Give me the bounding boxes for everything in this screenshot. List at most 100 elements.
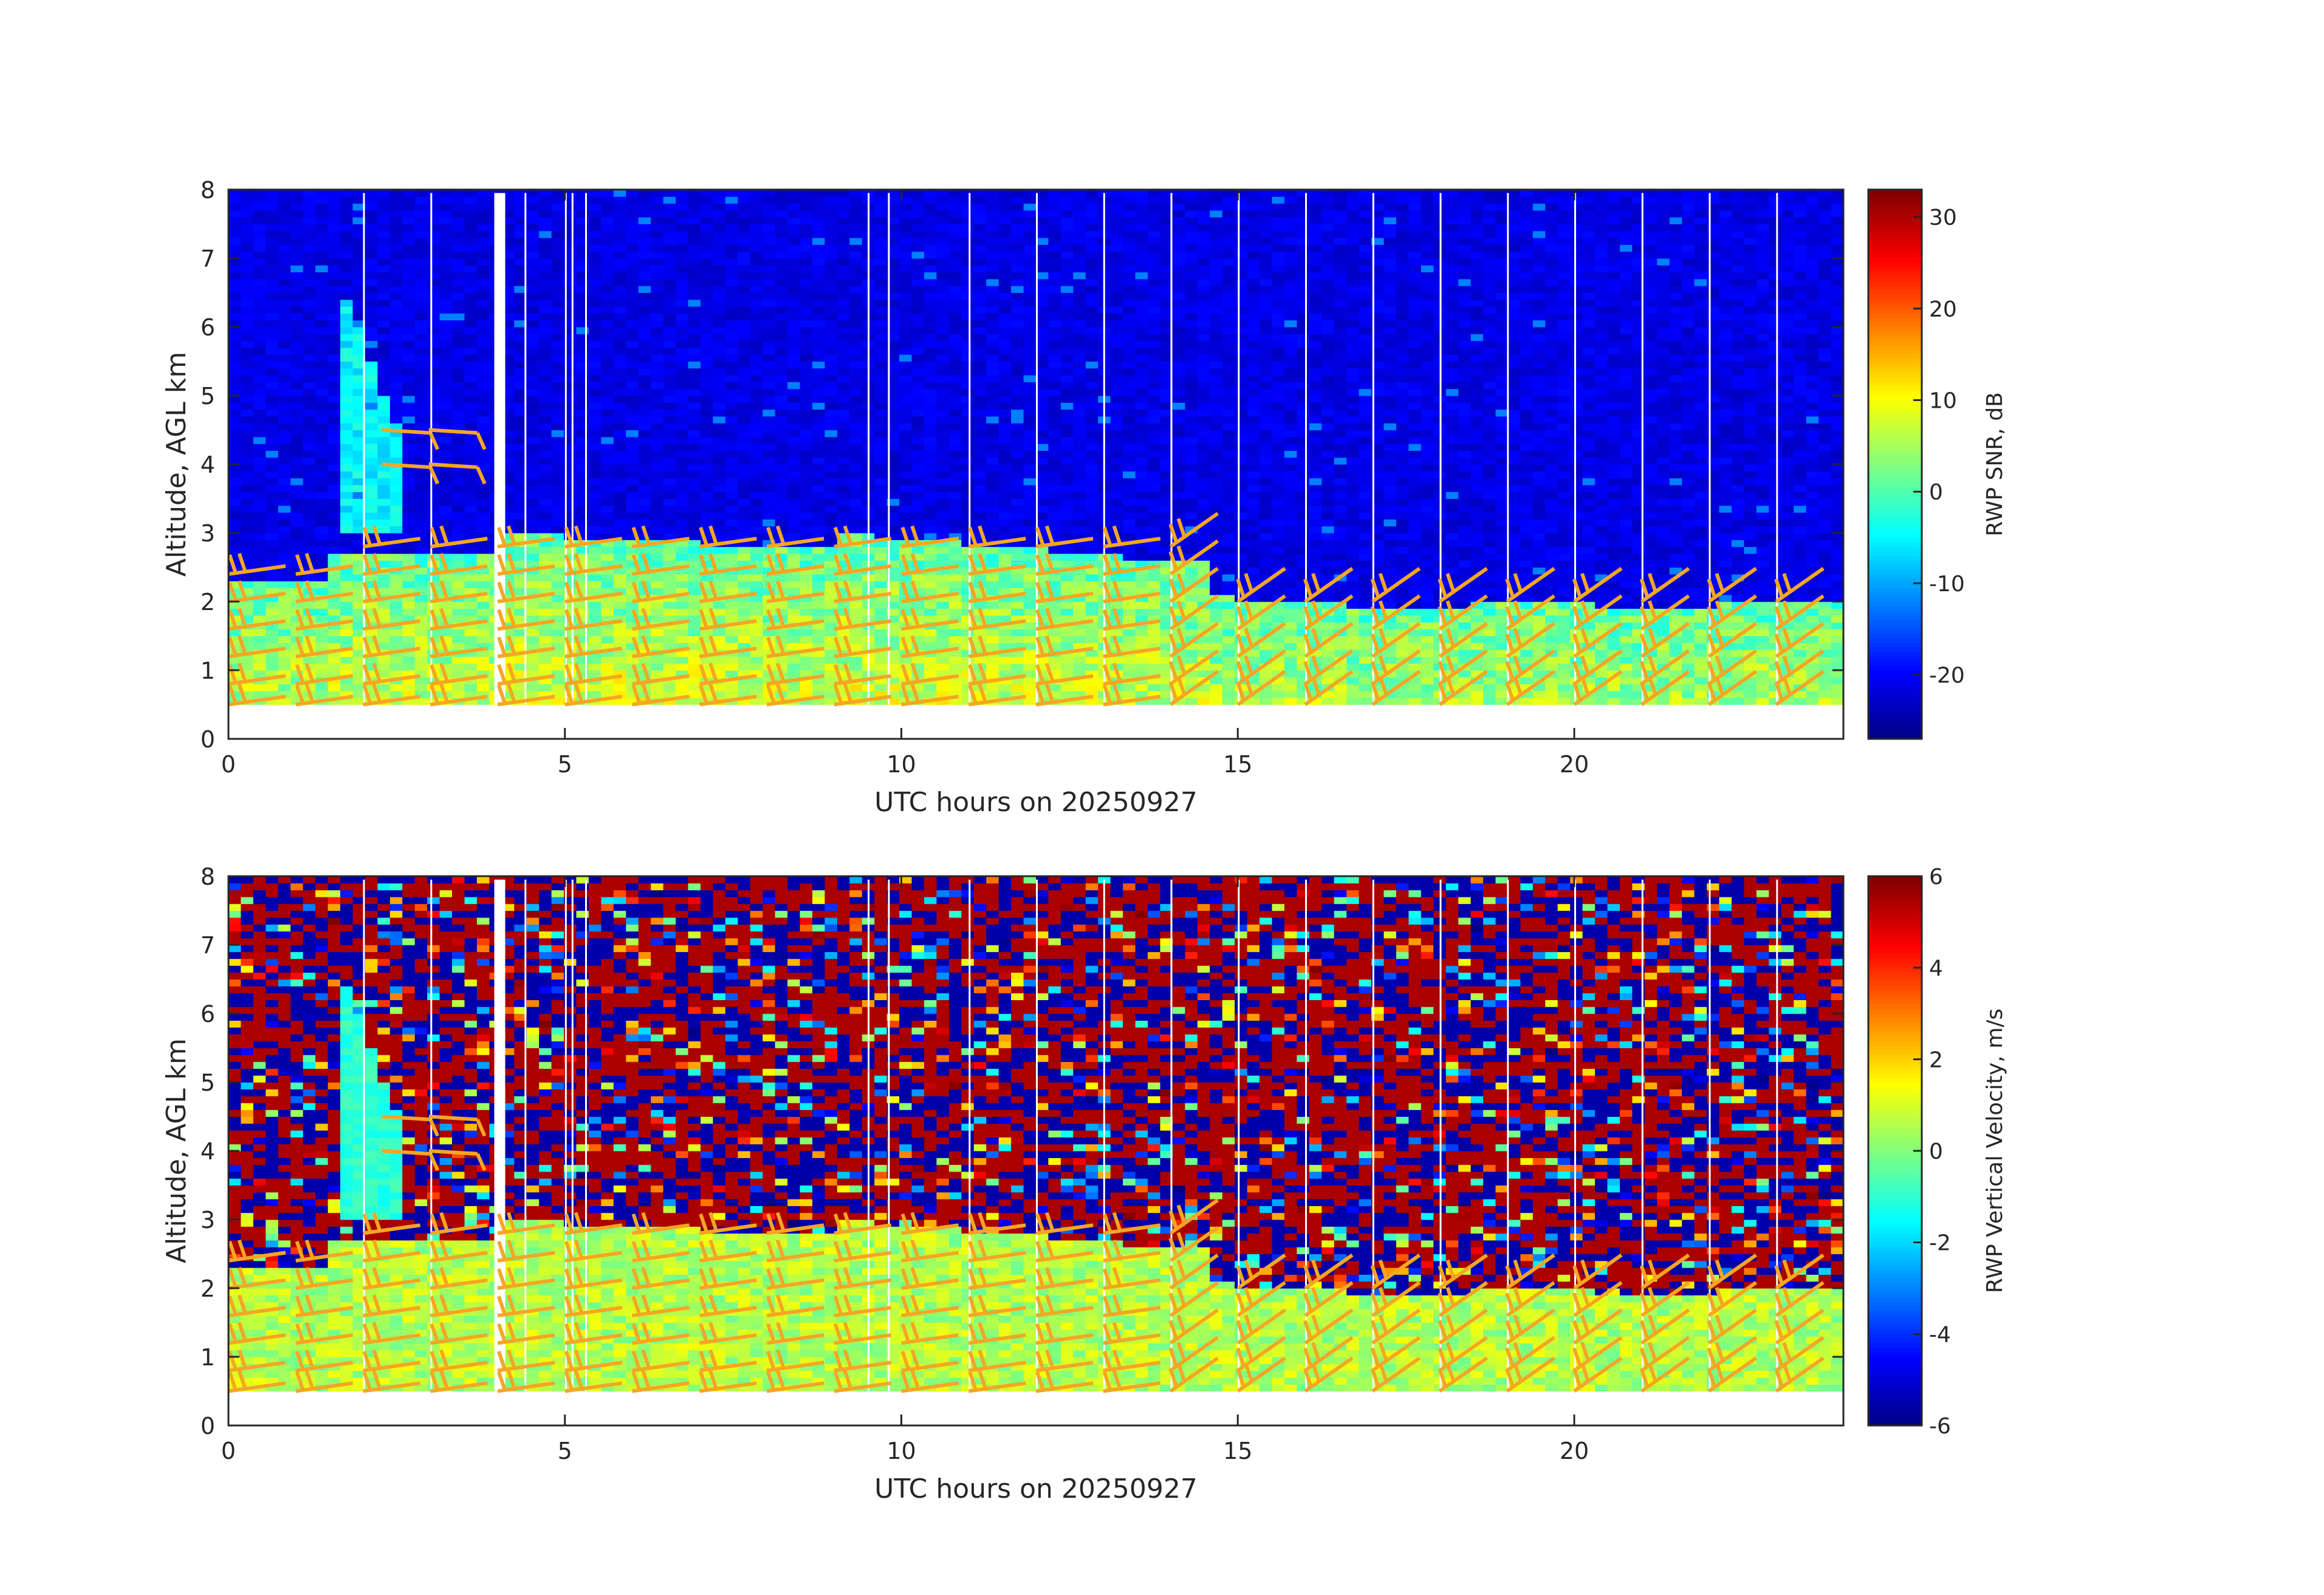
heatmap-cell (961, 444, 975, 451)
heatmap-cell (911, 636, 925, 643)
heatmap-cell (514, 196, 527, 204)
heatmap-cell (464, 498, 478, 506)
heatmap-cell (228, 457, 241, 465)
heatmap-cell (340, 347, 353, 355)
heatmap-cell (241, 629, 254, 637)
heatmap-cell (402, 196, 416, 204)
heatmap-cell (886, 203, 900, 211)
heatmap-cell (253, 244, 266, 252)
heatmap-cell (688, 512, 701, 520)
heatmap-cell (476, 306, 490, 314)
heatmap-cell (266, 505, 279, 513)
heatmap-cell (787, 244, 801, 252)
heatmap-cell (651, 382, 664, 389)
heatmap-cell (638, 230, 651, 238)
heatmap-cell (377, 278, 391, 286)
heatmap-cell (564, 347, 577, 355)
heatmap-cell (787, 217, 801, 225)
heatmap-cell (290, 533, 304, 540)
heatmap-cell (651, 436, 664, 444)
heatmap-cell (663, 663, 676, 671)
heatmap-cell (588, 690, 602, 698)
heatmap-cell (315, 354, 329, 362)
heatmap-cell (389, 478, 403, 485)
heatmap-cell (973, 457, 987, 465)
heatmap-cell (303, 375, 316, 382)
heatmap-cell (824, 526, 838, 533)
heatmap-cell (738, 436, 751, 444)
heatmap-cell (800, 642, 813, 650)
heatmap-cell (352, 553, 366, 561)
heatmap-cell (564, 492, 577, 499)
heatmap-cell (899, 650, 913, 657)
heatmap-cell (476, 615, 490, 623)
heatmap-cell (849, 382, 863, 389)
heatmap-cell (738, 334, 751, 341)
heatmap-cell (315, 492, 329, 499)
heatmap-cell (924, 251, 937, 259)
heatmap-cell (253, 340, 266, 348)
heatmap-cell (613, 340, 626, 348)
heatmap-cell (626, 190, 639, 197)
heatmap-cell (961, 498, 975, 506)
heatmap-cell (452, 690, 465, 698)
heatmap-cell (501, 457, 515, 465)
heatmap-cell (1048, 505, 1061, 513)
heatmap-cell (1036, 533, 1049, 540)
heatmap-cell (576, 484, 589, 492)
heatmap-cell (899, 278, 913, 286)
heatmap-cell (340, 526, 353, 533)
heatmap-cell (613, 430, 626, 437)
heatmap-cell (688, 382, 701, 389)
heatmap-cell (936, 546, 950, 554)
heatmap-cell (1023, 368, 1037, 376)
heatmap-cell (564, 361, 577, 369)
heatmap-cell (228, 581, 241, 588)
heatmap-cell (389, 217, 403, 225)
heatmap-cell (787, 636, 801, 643)
heatmap-cell (725, 278, 738, 286)
heatmap-cell (1011, 512, 1024, 520)
heatmap-cell (961, 450, 975, 458)
heatmap-cell (750, 622, 763, 629)
heatmap-cell (725, 505, 738, 513)
heatmap-cell (688, 388, 701, 396)
heatmap-cell (576, 278, 589, 286)
heatmap-cell (663, 464, 676, 472)
heatmap-cell (588, 388, 602, 396)
heatmap-cell (601, 574, 614, 581)
heatmap-cell (501, 190, 515, 197)
heatmap-cell (936, 409, 950, 417)
heatmap-cell (948, 244, 962, 252)
heatmap-cell (303, 498, 316, 506)
heatmap-cell (241, 327, 254, 334)
heatmap-cell (824, 444, 838, 451)
heatmap-cell (389, 663, 403, 671)
heatmap-cell (626, 224, 639, 232)
heatmap-cell (1023, 190, 1037, 197)
heatmap-cell (886, 320, 900, 328)
heatmap-cell (452, 382, 465, 389)
heatmap-cell (626, 327, 639, 334)
heatmap-cell (427, 238, 440, 245)
heatmap-cell (924, 382, 937, 389)
heatmap-cell (365, 444, 378, 451)
heatmap-cell (899, 450, 913, 458)
heatmap-cell (266, 347, 279, 355)
heatmap-cell (352, 629, 366, 637)
heatmap-cell (464, 423, 478, 431)
heatmap-cell (290, 492, 304, 499)
heatmap-cell (266, 340, 279, 348)
heatmap-cell (824, 656, 838, 664)
heatmap-cell (775, 327, 788, 334)
heatmap-cell (253, 347, 266, 355)
heatmap-cell (1023, 690, 1037, 698)
heatmap-cell (713, 217, 726, 225)
heatmap-cell (676, 388, 689, 396)
heatmap-cell (837, 375, 850, 382)
heatmap-cell (874, 656, 888, 664)
heatmap-cell (402, 512, 416, 520)
heatmap-cell (725, 553, 738, 561)
heatmap-cell (389, 382, 403, 389)
heatmap-cell (688, 636, 701, 643)
